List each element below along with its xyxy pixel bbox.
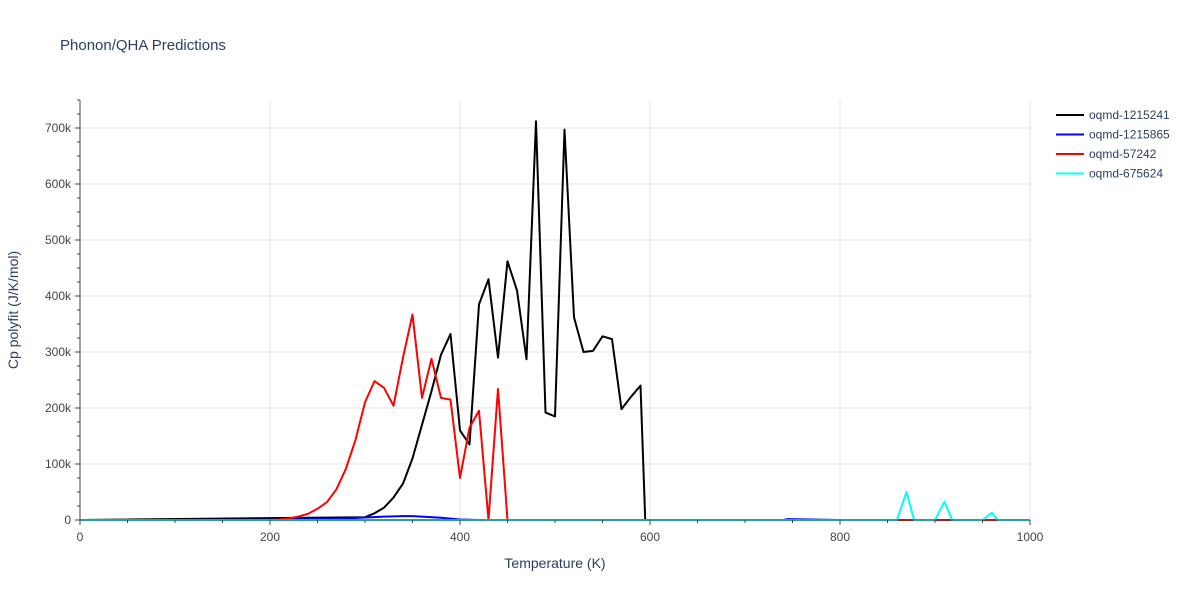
legend-item-oqmd-57242[interactable]: oqmd-57242 [1056,147,1157,161]
chart-title: Phonon/QHA Predictions [60,37,226,54]
x-tick-label: 800 [830,530,850,544]
series-line-oqmd-675624 [80,491,1030,521]
y-tick-label: 500k [45,233,72,247]
x-tick-label: 200 [260,530,280,544]
y-tick-label: 600k [45,177,72,191]
x-axis-title: Temperature (K) [504,555,605,571]
x-tick-label: 600 [640,530,660,544]
series-line-oqmd-1215241 [79,120,1030,521]
y-tick-label: 0 [64,513,71,527]
legend-label: oqmd-1215241 [1089,108,1170,122]
grid [80,100,1031,520]
legend[interactable]: oqmd-1215241 oqmd-1215865 oqmd-57242 oqmd-6… [1056,108,1170,181]
legend-label: oqmd-1215865 [1089,128,1170,142]
y-axis-title: Cp polyfit (J/K/mol) [5,251,21,369]
y-tick-label: 700k [45,121,72,135]
legend-label: oqmd-57242 [1089,147,1157,161]
axes: 0 200 400 600 800 1000 0 100k 200k 300k 400k 500k 60… [45,99,1044,544]
y-tick-label: 100k [45,457,72,471]
legend-item-oqmd-1215241[interactable]: oqmd-1215241 [1056,108,1170,122]
legend-item-oqmd-1215865[interactable]: oqmd-1215865 [1056,128,1170,142]
legend-label: oqmd-675624 [1089,167,1163,181]
y-tick-label: 300k [45,345,72,359]
x-tick-label: 1000 [1017,530,1044,544]
x-tick-label: 0 [77,530,84,544]
series-line-oqmd-57242 [80,313,1021,521]
y-tick-label: 400k [45,289,72,303]
y-tick-label: 200k [45,401,72,415]
x-tick-label: 400 [450,530,470,544]
legend-item-oqmd-675624[interactable]: oqmd-675624 [1056,167,1163,181]
